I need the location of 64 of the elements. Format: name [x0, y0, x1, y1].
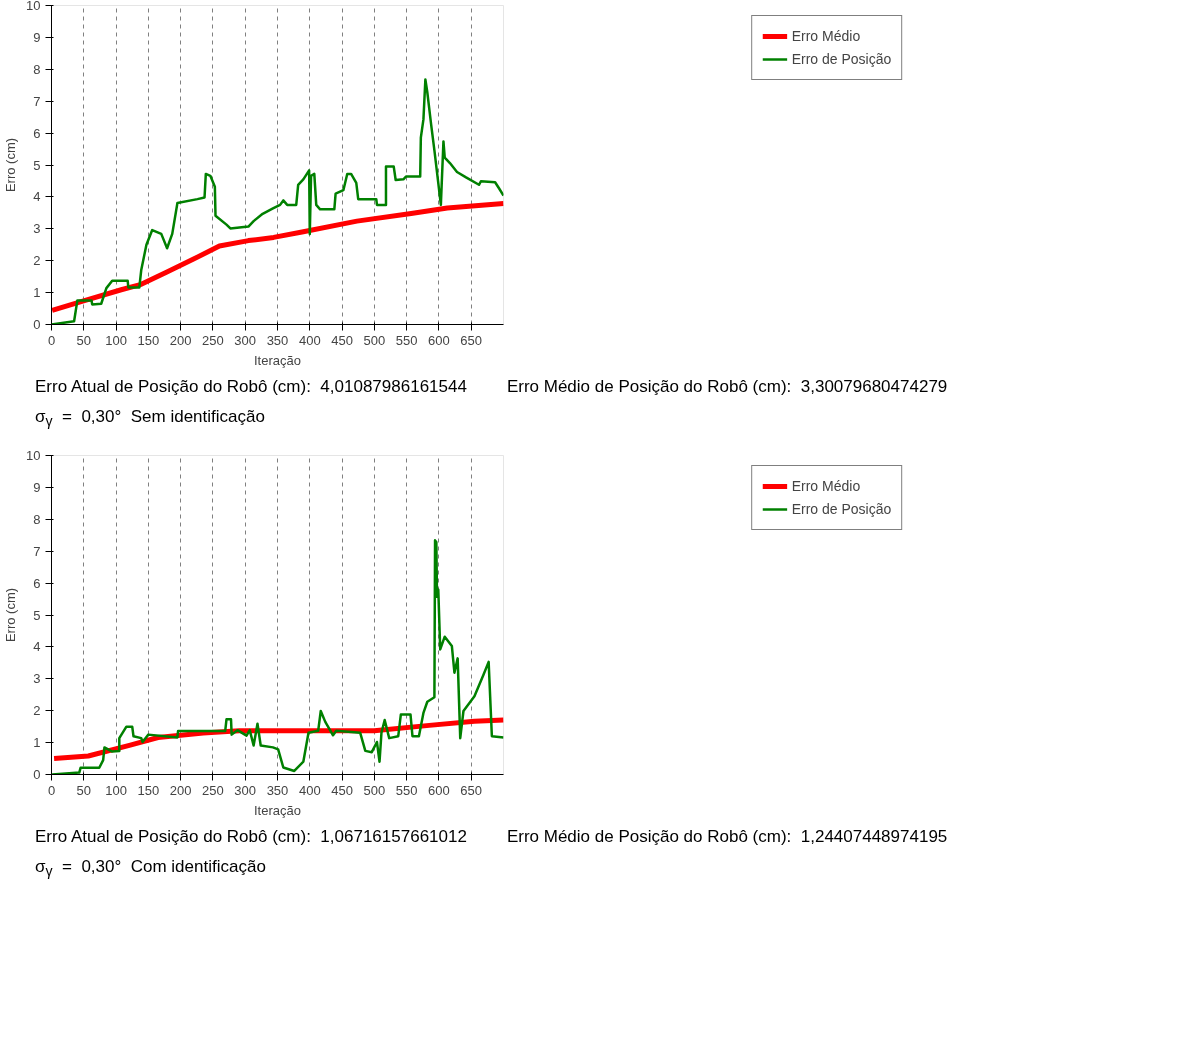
x-tick-label: 50: [76, 332, 92, 348]
y-tick-label: 1: [33, 735, 41, 751]
y-tick-label: 3: [33, 671, 41, 687]
text: Erro Médio de Posição do Robô (cm): 1,24407448974195: [506, 826, 948, 848]
x-tick-label: 400: [298, 782, 321, 798]
y-tick-label: 0: [33, 767, 41, 782]
y-tick-label: 10: [26, 0, 41, 13]
y-tick-label: 6: [33, 575, 41, 591]
x-tick-label: 650: [460, 782, 483, 798]
x-tick-label: 50: [76, 782, 92, 798]
y-tick-label: 10: [26, 448, 41, 463]
x-tick-label: 650: [460, 332, 483, 348]
text: σ$_{γ}$ = 0,30° Sem identificação: [35, 406, 265, 432]
text: σ$_{γ}$ = 0,30° Com identificação: [35, 856, 266, 882]
text: Erro Atual de Posição do Robô (cm): 4,01087986161544: [35, 376, 467, 398]
x-axis-title: Iteração: [254, 802, 301, 818]
x-tick-label: 250: [202, 332, 224, 348]
y-tick-label: 7: [33, 93, 41, 109]
y-tick-label: 2: [33, 253, 41, 269]
text: Erro Médio de Posição do Robô (cm): 3,30079680474279: [506, 376, 948, 398]
x-tick-label: 450: [331, 782, 353, 798]
x-tick-label: 500: [363, 332, 386, 348]
x-tick-label: 400: [298, 332, 321, 348]
x-tick-label: 150: [137, 782, 160, 798]
x-tick-label: 600: [428, 332, 450, 348]
x-tick-label: 0: [47, 332, 56, 348]
x-tick-label: 350: [266, 782, 289, 798]
y-tick-label: 7: [33, 543, 41, 559]
y-tick-label: 1: [33, 285, 41, 301]
x-tick-label: 300: [234, 782, 257, 798]
y-tick-label: 4: [33, 639, 41, 655]
y-tick-label: 3: [33, 221, 41, 237]
y-tick-label: 5: [33, 157, 41, 173]
y-axis-title: Erro (cm): [3, 137, 19, 193]
legend-label: Erro Médio: [791, 478, 861, 494]
x-axis-title: Iteração: [254, 352, 301, 368]
x-tick-label: 600: [428, 782, 450, 798]
y-tick-label: 9: [33, 479, 41, 495]
y-tick-label: 5: [33, 607, 41, 623]
y-tick-label: 9: [33, 29, 41, 45]
x-tick-label: 550: [395, 332, 418, 348]
x-tick-label: 550: [395, 782, 418, 798]
legend-label: Erro Médio: [791, 28, 861, 44]
x-tick-label: 350: [266, 332, 289, 348]
y-axis-title: Erro (cm): [3, 587, 19, 643]
x-tick-label: 450: [331, 332, 353, 348]
x-tick-label: 100: [105, 332, 127, 348]
x-tick-label: 0: [47, 782, 56, 798]
y-tick-label: 8: [33, 61, 41, 77]
legend-label: Erro de Posição: [791, 51, 892, 67]
x-tick-label: 300: [234, 332, 257, 348]
x-tick-label: 100: [105, 782, 127, 798]
y-tick-label: 2: [33, 703, 41, 719]
x-tick-label: 500: [363, 782, 386, 798]
y-tick-label: 8: [33, 511, 41, 527]
x-tick-label: 200: [169, 332, 192, 348]
y-tick-label: 0: [33, 317, 41, 332]
y-tick-label: 6: [33, 125, 41, 141]
x-tick-label: 150: [137, 332, 160, 348]
x-tick-label: 200: [169, 782, 192, 798]
legend-label: Erro de Posição: [791, 501, 892, 517]
x-tick-label: 250: [202, 782, 224, 798]
y-tick-label: 4: [33, 189, 41, 205]
text: Erro Atual de Posição do Robô (cm): 1,06716157661012: [35, 826, 467, 848]
